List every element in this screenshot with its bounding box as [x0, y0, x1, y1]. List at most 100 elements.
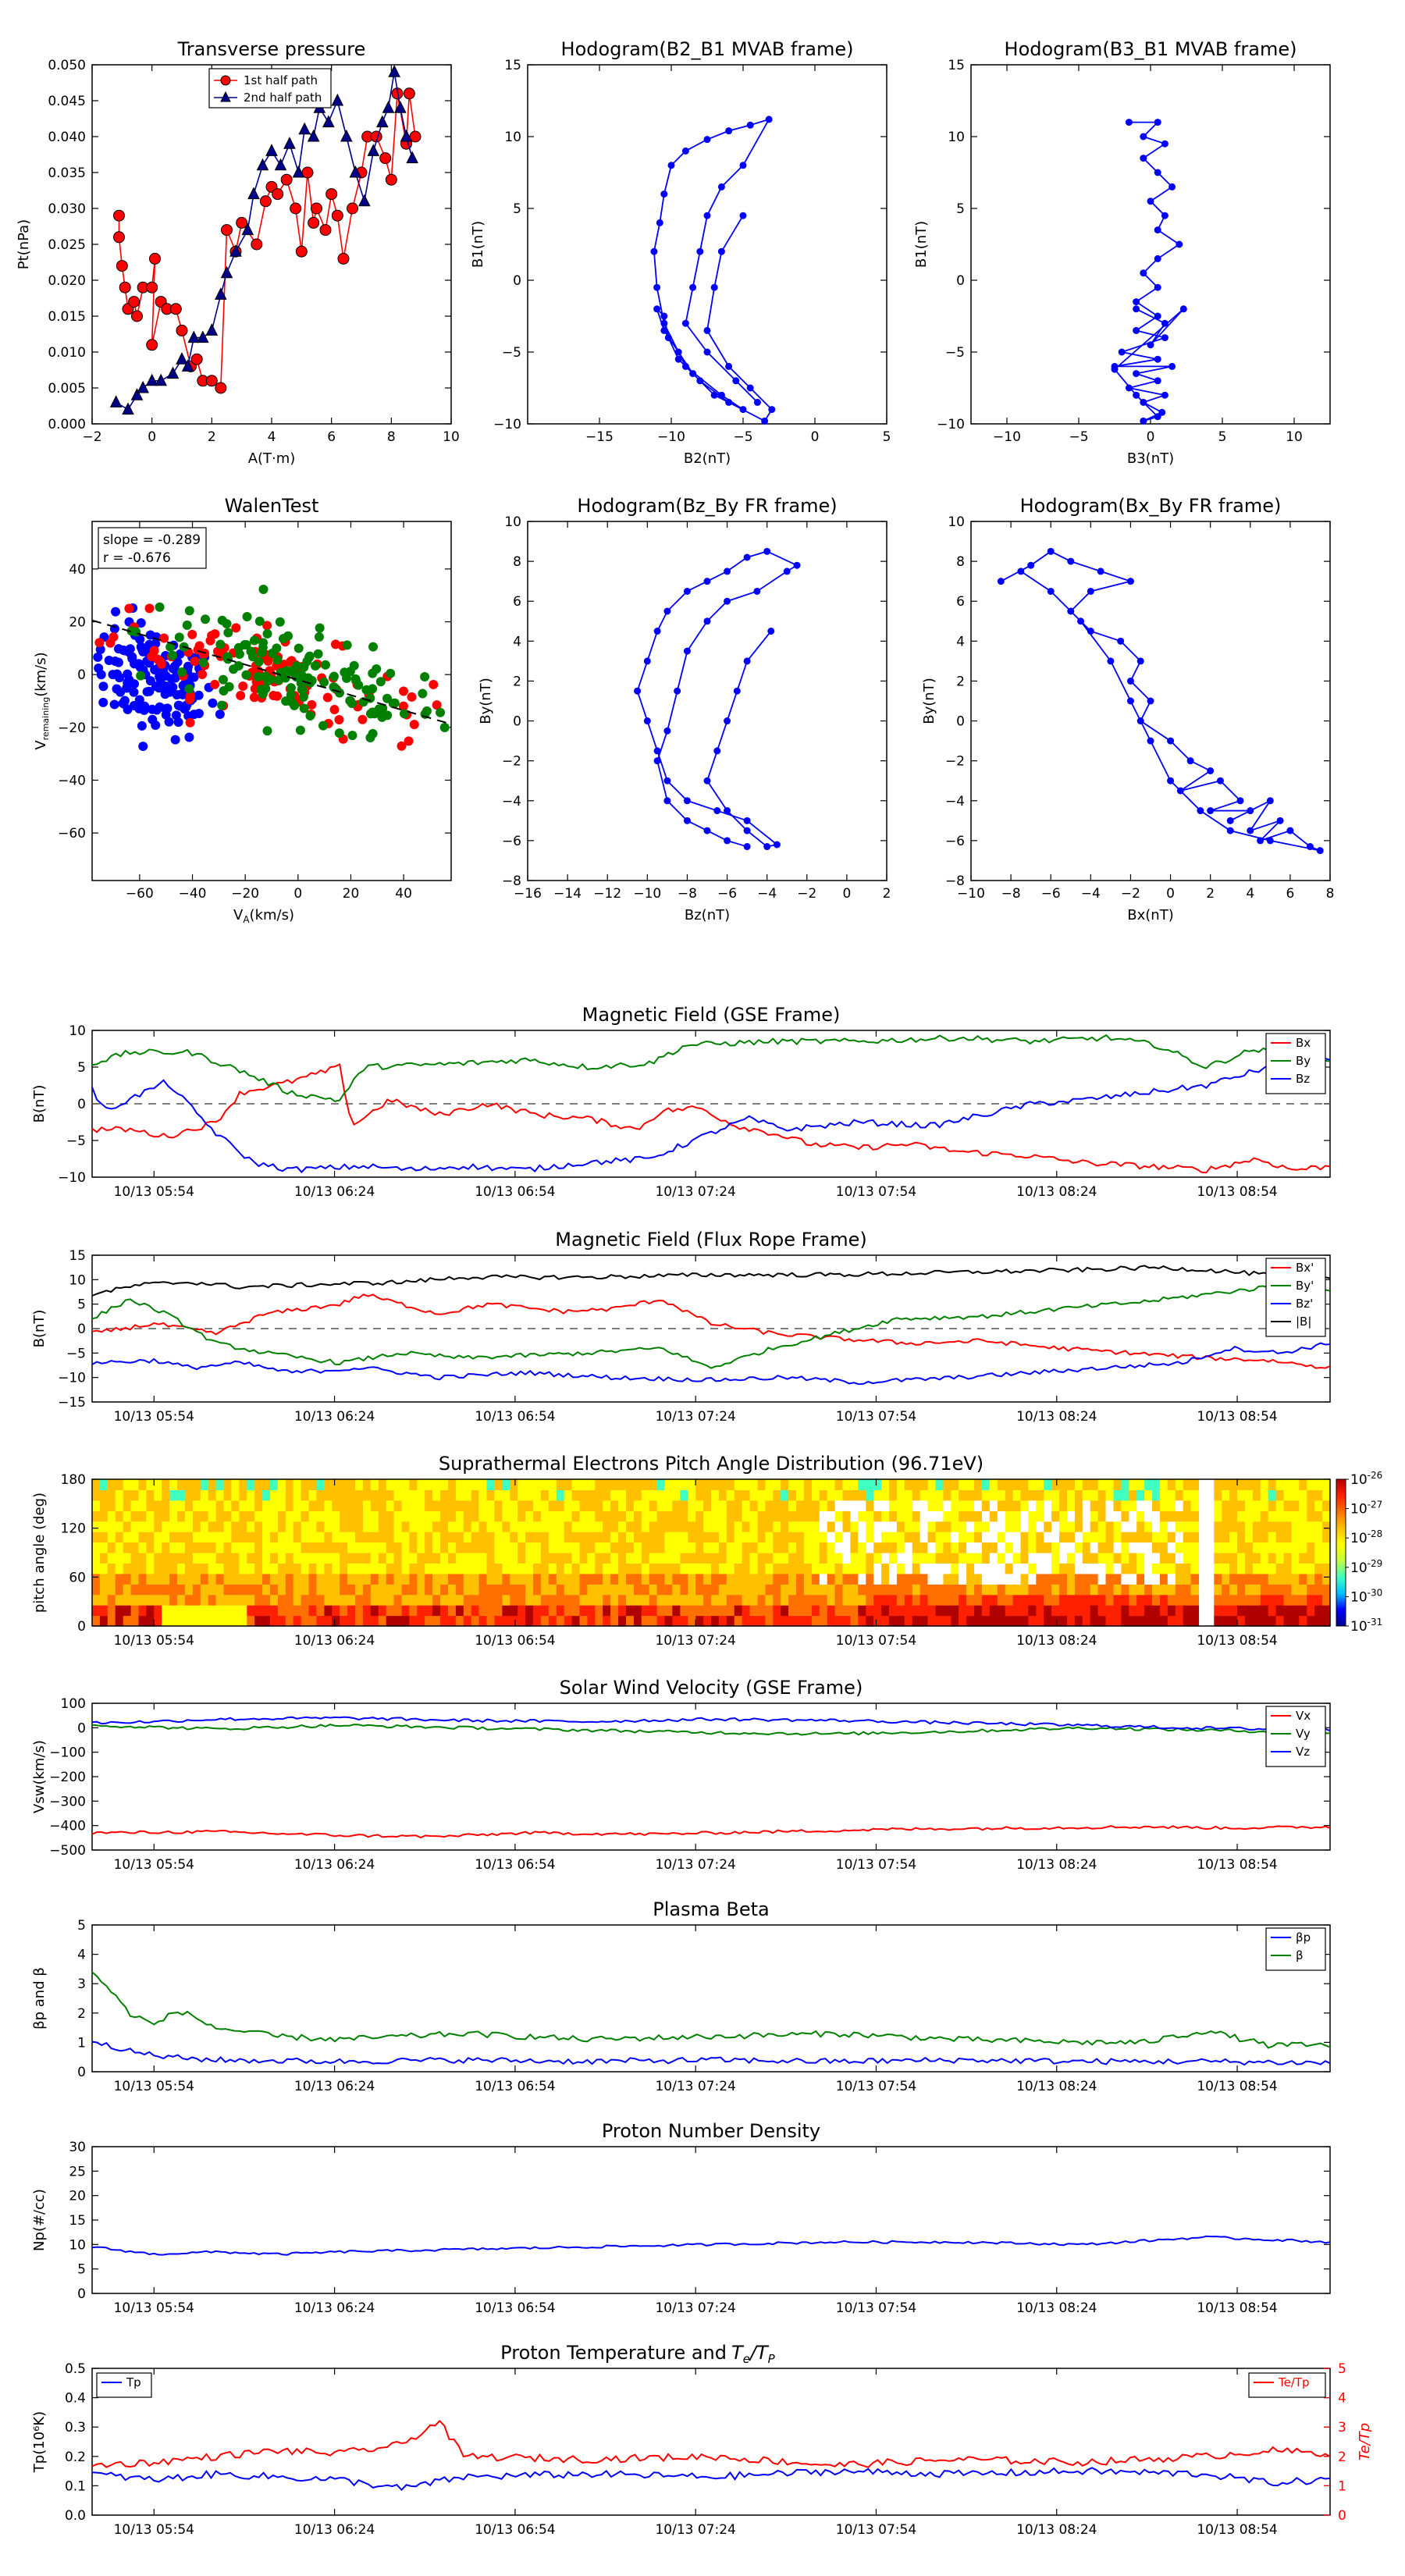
pad-cell [362, 1553, 372, 1564]
pad-cell [1012, 1479, 1022, 1490]
pt-point [149, 252, 161, 265]
pad-cell [270, 1584, 279, 1596]
pad-cell [796, 1479, 805, 1490]
pad-cell [146, 1573, 155, 1585]
pad-cell [726, 1605, 735, 1617]
beta-xtick-label: 10/13 08:24 [1016, 2079, 1097, 2094]
h3-point [724, 837, 731, 845]
pad-cell [765, 1573, 774, 1585]
pad-cell [688, 1510, 696, 1522]
pad-cell [959, 1594, 967, 1606]
pad-cell [919, 1584, 929, 1596]
np-axes-ytick-label: 10 [69, 2237, 86, 2253]
pad-cell [162, 1489, 170, 1501]
h3-point [653, 757, 661, 765]
pad-cell [1260, 1573, 1269, 1585]
pad-cell [316, 1521, 325, 1532]
walen-point-0 [175, 649, 185, 659]
pad-cell [355, 1615, 364, 1627]
tp-series-0 [91, 2467, 1331, 2492]
pad-cell [896, 1479, 905, 1490]
pad-cell [842, 1542, 851, 1553]
pad-cell [362, 1615, 372, 1627]
pad-cell [1237, 1521, 1246, 1532]
pad-colorbar-bar [1336, 1478, 1346, 1627]
pad-cell [308, 1584, 318, 1596]
walen-point-0 [104, 655, 114, 665]
pad-cell [610, 1594, 619, 1606]
pad-cell [192, 1553, 201, 1564]
pad-cell [138, 1510, 147, 1522]
h2-point [1154, 119, 1161, 126]
pad-cell [1097, 1615, 1107, 1627]
pad-cell [1222, 1510, 1230, 1522]
pad-cell [1121, 1594, 1129, 1606]
pad-cell [842, 1594, 851, 1606]
pad-cell [603, 1521, 611, 1532]
pad-cell [347, 1479, 356, 1490]
pad-cell [1113, 1521, 1122, 1532]
h3-point [663, 797, 671, 805]
pad-cell [1167, 1563, 1176, 1574]
pad-cell [656, 1489, 666, 1501]
pad-cell [355, 1563, 364, 1574]
pad-cell [123, 1542, 132, 1553]
pad-cell [718, 1489, 727, 1501]
h2-xlabel: B3(nT) [1127, 450, 1174, 467]
pad-cell [656, 1532, 666, 1543]
pad-cell [1260, 1584, 1269, 1596]
pad-cell [1036, 1479, 1044, 1490]
pad-cell [726, 1510, 735, 1522]
pad-cell [92, 1605, 101, 1617]
pad-cell [409, 1510, 418, 1522]
pad-cell [749, 1532, 759, 1543]
pad-cell [1074, 1489, 1083, 1501]
pad-cell [734, 1615, 743, 1627]
pad-cell [734, 1573, 743, 1585]
pad-cell [742, 1479, 751, 1490]
h4-axes-ytick-label: −4 [945, 794, 965, 809]
pad-cell [765, 1479, 774, 1490]
pad-cell [169, 1573, 178, 1585]
pad-cell [1314, 1479, 1323, 1490]
pad-cell [115, 1615, 124, 1627]
pad-cell [548, 1532, 557, 1543]
pad-cell [510, 1573, 518, 1585]
pad-cell [695, 1510, 704, 1522]
pad-cell [455, 1500, 464, 1511]
pad-cell [1136, 1500, 1145, 1511]
tp-axes-ytick-label: 0.0 [65, 2508, 86, 2524]
pad-cell [247, 1500, 255, 1511]
h3-axes-xtick-label: −10 [633, 886, 661, 902]
pad-cell [247, 1532, 255, 1543]
pad-cell [177, 1510, 186, 1522]
vsw-series-0 [91, 1825, 1331, 1839]
walen-point-2 [292, 661, 302, 671]
pad-cell [587, 1542, 596, 1553]
vsw-axes-ytick-label: −200 [49, 1770, 86, 1785]
pad-cell [254, 1542, 263, 1553]
h1-point [717, 247, 725, 255]
h4-axes-xtick-label: 8 [1326, 886, 1335, 902]
walen-point-2 [165, 642, 176, 652]
pad-cell [827, 1553, 836, 1564]
pad-cell [1074, 1594, 1083, 1606]
pad-cell [788, 1532, 797, 1543]
walen-point-2 [361, 685, 372, 695]
pad-cell [827, 1542, 836, 1553]
pad-cell [618, 1479, 627, 1490]
pad-cell [162, 1553, 170, 1564]
pad-cell [1067, 1605, 1076, 1617]
pad-cell [262, 1584, 271, 1596]
pad-cell [765, 1563, 774, 1574]
pad-cell [1175, 1510, 1184, 1522]
pad-cell [223, 1563, 232, 1574]
pad-cell [115, 1594, 124, 1606]
pad-cell [440, 1479, 449, 1490]
pad-cell [626, 1489, 635, 1501]
pad-cell [130, 1510, 140, 1522]
pad-cell [1299, 1500, 1307, 1511]
pad-cell [540, 1563, 550, 1574]
pad-cell [633, 1521, 642, 1532]
pad-cell [866, 1489, 874, 1501]
